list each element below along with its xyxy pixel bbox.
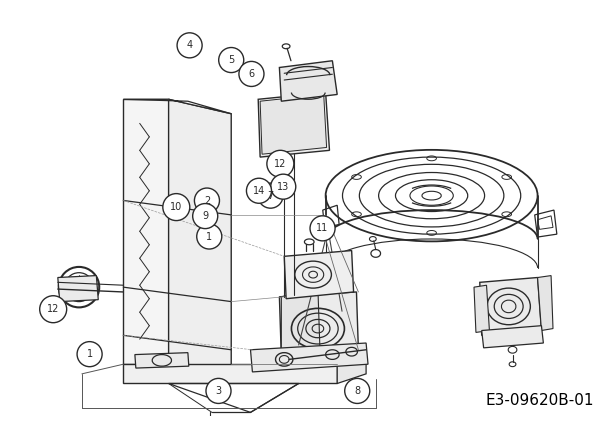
Polygon shape	[281, 289, 320, 354]
Text: 12: 12	[274, 159, 287, 169]
Circle shape	[271, 174, 296, 199]
Circle shape	[310, 216, 335, 241]
Text: 3: 3	[215, 386, 221, 396]
Text: E3-09620B-01: E3-09620B-01	[485, 393, 594, 408]
Polygon shape	[58, 276, 98, 301]
Circle shape	[193, 204, 218, 229]
Polygon shape	[480, 278, 541, 335]
Polygon shape	[124, 99, 169, 364]
Circle shape	[206, 378, 231, 404]
Circle shape	[345, 378, 370, 404]
Text: 14: 14	[253, 186, 265, 196]
Text: 8: 8	[354, 386, 360, 396]
Polygon shape	[280, 292, 358, 357]
Text: 7: 7	[268, 191, 274, 201]
Polygon shape	[135, 353, 189, 368]
Text: 10: 10	[170, 202, 182, 212]
Polygon shape	[169, 99, 231, 369]
Circle shape	[197, 224, 222, 249]
Text: 5: 5	[228, 55, 235, 65]
Polygon shape	[337, 354, 366, 383]
Circle shape	[163, 194, 190, 220]
Text: 12: 12	[47, 304, 59, 314]
Polygon shape	[474, 285, 490, 332]
Circle shape	[177, 33, 202, 58]
Polygon shape	[284, 251, 353, 298]
Polygon shape	[280, 61, 337, 101]
Text: 6: 6	[248, 69, 254, 79]
Polygon shape	[258, 92, 329, 157]
Polygon shape	[250, 343, 368, 372]
Circle shape	[218, 47, 244, 73]
Circle shape	[239, 61, 264, 86]
Polygon shape	[538, 276, 553, 330]
Circle shape	[194, 188, 220, 213]
Polygon shape	[124, 99, 231, 114]
Polygon shape	[482, 326, 544, 348]
Circle shape	[77, 342, 102, 367]
Text: 1: 1	[86, 349, 92, 359]
Text: 9: 9	[202, 211, 208, 221]
Text: 2: 2	[204, 195, 210, 206]
Text: 1: 1	[206, 232, 212, 242]
Circle shape	[258, 183, 283, 208]
Polygon shape	[124, 364, 337, 383]
Circle shape	[247, 178, 271, 203]
Text: 11: 11	[316, 223, 329, 233]
Polygon shape	[260, 95, 326, 154]
Text: 4: 4	[187, 40, 193, 50]
Circle shape	[267, 151, 294, 177]
Circle shape	[40, 296, 67, 323]
Text: 13: 13	[277, 181, 289, 192]
